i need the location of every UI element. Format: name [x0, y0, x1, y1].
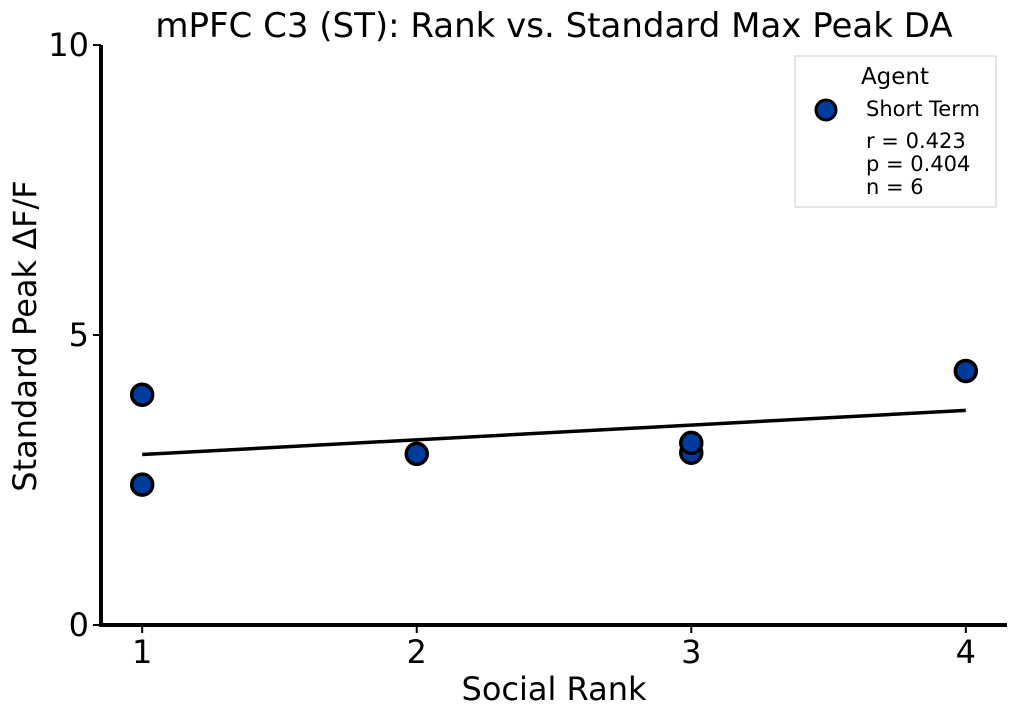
x-ticks: 1 2 3 4: [132, 625, 976, 671]
data-point-0-5: [953, 358, 979, 384]
y-axis-label: Standard Peak ΔF/F: [6, 180, 44, 491]
data-point-0-1: [129, 472, 155, 497]
y-ticks: 0 5 10: [48, 26, 101, 644]
legend-stat-r: r = 0.423: [866, 129, 966, 153]
data-points-layer: [129, 358, 979, 497]
data-point-0-0: [129, 382, 155, 407]
legend-box: [794, 55, 997, 208]
chart-title: mPFC C3 (ST): Rank vs. Standard Max Peak…: [155, 6, 952, 46]
legend: Agent Short Term r = 0.423 p = 0.404 n =…: [794, 55, 997, 208]
legend-stat-p: p = 0.404: [866, 152, 970, 176]
x-axis-label: Social Rank: [462, 670, 647, 708]
regression-line: [142, 408, 966, 457]
data-point-0-4: [679, 430, 704, 456]
x-tick-label-0: 1: [132, 633, 152, 671]
legend-title: Agent: [861, 64, 929, 90]
y-tick-label-2: 10: [48, 26, 89, 64]
x-tick-label-1: 2: [407, 633, 427, 671]
legend-entry-short-term: Short Term: [866, 97, 980, 121]
x-tick-label-3: 4: [956, 633, 976, 671]
y-tick-label-1: 5: [69, 316, 89, 354]
x-tick-label-2: 3: [681, 633, 701, 671]
fit-line-layer: [142, 408, 966, 457]
y-tick-label-0: 0: [69, 606, 89, 644]
legend-stat-n: n = 6: [866, 175, 924, 199]
data-point-0-2: [404, 441, 429, 467]
legend-marker: [814, 98, 838, 122]
